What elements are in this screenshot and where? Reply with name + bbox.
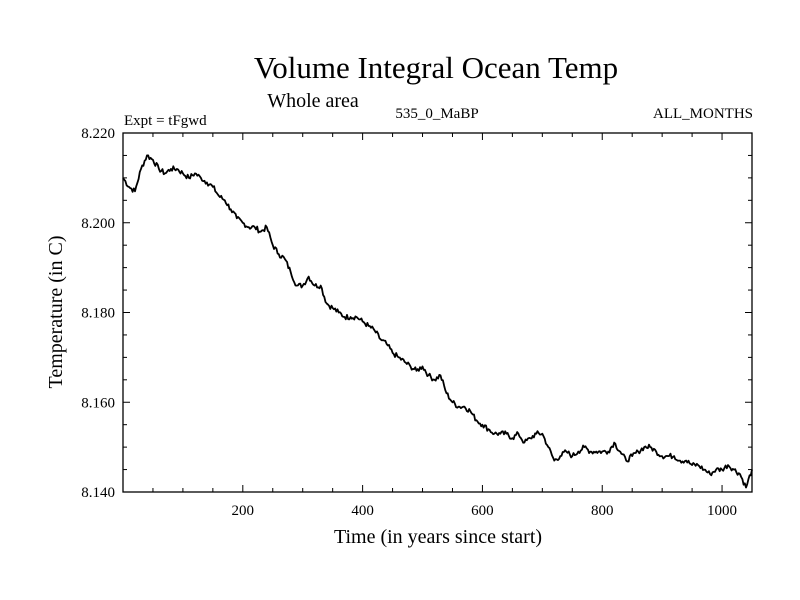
x-tick-label-800: 800 (591, 503, 614, 519)
y-tick-label-1: 8.160 (81, 395, 115, 411)
period-annotation: 535_0_MaBP (395, 106, 478, 122)
x-axis-ticks: 200 400 600 800 1000 (152, 133, 737, 519)
plot-frame (122, 132, 753, 493)
y-tick-label-3: 8.200 (81, 216, 115, 232)
chart-title: Volume Integral Ocean Temp (254, 50, 618, 85)
x-tick-label-400: 400 (351, 503, 374, 519)
temperature-series-line (122, 154, 753, 489)
x-tick-label-200: 200 (232, 503, 255, 519)
y-tick-label-0: 8.140 (81, 485, 115, 501)
months-annotation: ALL_MONTHS (653, 106, 753, 122)
y-axis-ticks: 8.140 8.160 8.180 8.200 8.220 (81, 126, 752, 501)
y-tick-label-4: 8.220 (81, 126, 115, 142)
y-tick-label-2: 8.180 (81, 306, 115, 322)
expt-annotation: Expt = tFgwd (124, 113, 207, 129)
x-tick-label-1000: 1000 (707, 503, 737, 519)
chart-subtitle: Whole area (267, 90, 359, 112)
x-axis-label: Time (in years since start) (334, 526, 542, 548)
x-tick-label-600: 600 (471, 503, 494, 519)
y-axis-label: Temperature (in C) (45, 236, 67, 389)
